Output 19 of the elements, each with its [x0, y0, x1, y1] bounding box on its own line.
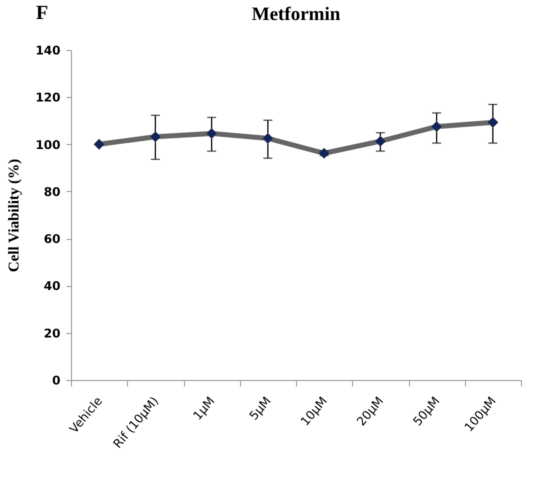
y-tick-label: 80: [44, 184, 60, 199]
point: [150, 131, 161, 142]
y-tick-label: 20: [44, 326, 60, 340]
chart-title: Metformin: [252, 4, 341, 25]
point: [206, 128, 218, 139]
y-tick-label: 40: [44, 279, 60, 294]
y-tick-label: 60: [44, 232, 60, 246]
point: [487, 116, 498, 128]
y-axis-title: Cell Viability (%): [6, 158, 22, 272]
text: F: [36, 2, 48, 25]
point: [374, 136, 386, 147]
y-tick-label: 100: [35, 138, 60, 152]
point: [318, 148, 330, 159]
y-tick-label: 140: [35, 44, 60, 58]
point: [94, 138, 105, 150]
y-tick-label: 120: [35, 90, 60, 105]
point: [262, 132, 274, 144]
y-tick-label: 0: [52, 374, 60, 388]
point: [431, 121, 442, 132]
